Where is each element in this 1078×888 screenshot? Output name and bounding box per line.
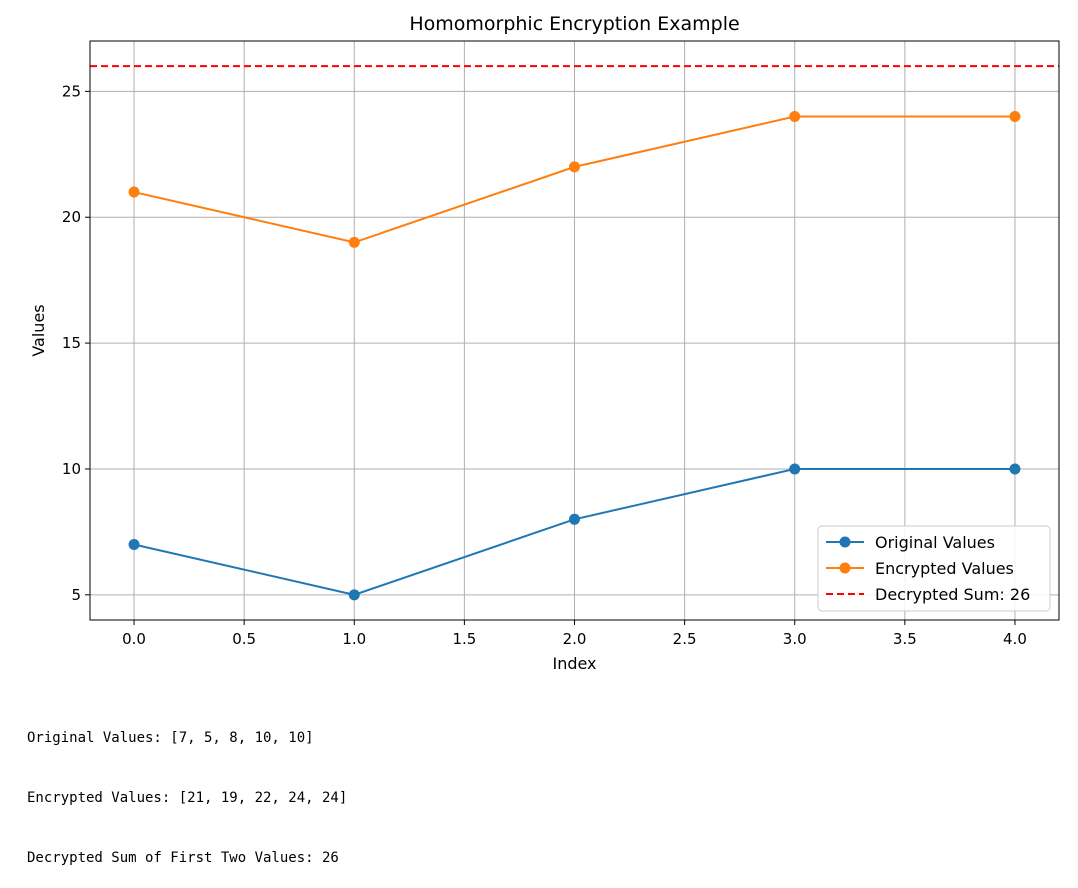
x-tick-label: 3.0 — [783, 630, 807, 648]
encrypted-values-point — [789, 111, 801, 123]
console-output: Original Values: [7, 5, 8, 10, 10] Encry… — [27, 688, 347, 888]
series-layer — [90, 65, 1059, 601]
legend: Original Values Encrypted Values Decrypted… — [817, 525, 1051, 612]
output-line-encrypted: Encrypted Values: [21, 19, 22, 24, 24] — [27, 790, 348, 806]
y-tick-label: 20 — [62, 208, 81, 226]
output-line-original: Original Values: [7, 5, 8, 10, 10] — [27, 730, 314, 746]
y-tick-label: 25 — [62, 82, 81, 100]
legend-swatch-marker — [839, 536, 851, 548]
x-axis-label: Index — [552, 654, 596, 673]
y-tick-label: 5 — [71, 586, 81, 604]
y-tick-label: 10 — [62, 460, 81, 478]
original-values-point — [128, 538, 140, 550]
x-tick-label: 1.0 — [342, 630, 366, 648]
y-axis-label: Values — [29, 304, 48, 356]
x-tick-label: 2.0 — [563, 630, 587, 648]
line-chart: 0.0 0.5 1.0 1.5 2.0 2.5 3.0 3.5 4.0 5 10 15 20 25 Hom… — [29, 13, 1060, 673]
legend-entry-label: Original Values — [875, 533, 995, 552]
original-values-point — [569, 513, 580, 525]
x-tick-label: 0.0 — [122, 630, 146, 648]
x-tick-label: 1.5 — [452, 630, 476, 648]
legend-box — [817, 525, 1051, 612]
encrypted-values-point — [348, 236, 360, 248]
legend-entry-label: Decrypted Sum: 26 — [875, 585, 1030, 604]
encrypted-values-point — [128, 186, 140, 198]
legend-entry-label: Encrypted Values — [875, 559, 1014, 578]
output-line-decrypted-sum: Decrypted Sum of First Two Values: 26 — [27, 850, 339, 866]
axis-ticks: 0.0 0.5 1.0 1.5 2.0 2.5 3.0 3.5 4.0 5 10 15 20 25 — [62, 82, 1027, 648]
x-tick-label: 0.5 — [232, 630, 256, 648]
encrypted-values-point — [1009, 111, 1021, 123]
original-values-point — [1009, 463, 1021, 475]
legend-swatch-marker — [839, 562, 851, 574]
encrypted-values-point — [569, 161, 580, 173]
original-values-point — [348, 589, 360, 601]
chart-title: Homomorphic Encryption Example — [409, 13, 739, 35]
x-tick-label: 2.5 — [673, 630, 697, 648]
original-values-point — [789, 463, 801, 475]
y-tick-label: 15 — [62, 334, 81, 352]
x-tick-label: 4.0 — [1003, 630, 1027, 648]
x-tick-label: 3.5 — [893, 630, 917, 648]
